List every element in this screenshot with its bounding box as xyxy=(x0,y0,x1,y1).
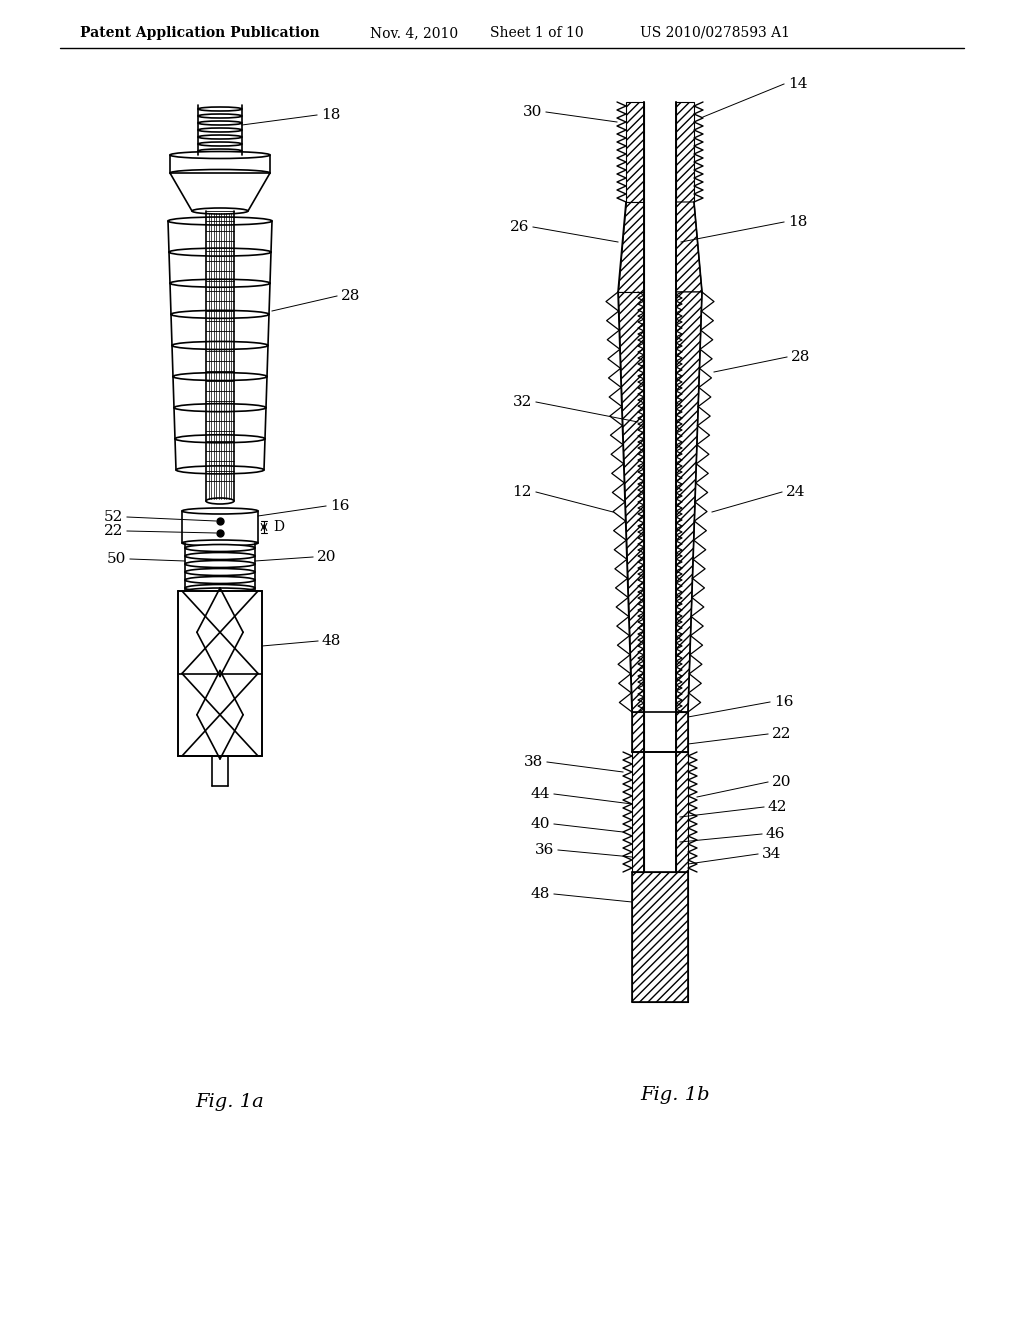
Ellipse shape xyxy=(198,149,242,153)
Polygon shape xyxy=(676,752,688,873)
Ellipse shape xyxy=(168,216,272,224)
Text: 44: 44 xyxy=(530,787,550,801)
Polygon shape xyxy=(676,711,688,752)
Ellipse shape xyxy=(170,152,270,158)
Text: 30: 30 xyxy=(522,106,542,119)
Text: 38: 38 xyxy=(523,755,543,770)
Polygon shape xyxy=(676,292,702,711)
Ellipse shape xyxy=(172,342,268,350)
Text: 24: 24 xyxy=(786,484,806,499)
Ellipse shape xyxy=(198,128,242,132)
Text: 22: 22 xyxy=(103,524,123,539)
Ellipse shape xyxy=(206,498,234,504)
Ellipse shape xyxy=(185,561,255,568)
Text: 26: 26 xyxy=(510,220,529,234)
Text: 46: 46 xyxy=(766,828,785,841)
Text: 48: 48 xyxy=(322,634,341,648)
Ellipse shape xyxy=(198,121,242,125)
Ellipse shape xyxy=(182,508,258,513)
Ellipse shape xyxy=(173,372,267,380)
Text: US 2010/0278593 A1: US 2010/0278593 A1 xyxy=(640,26,790,40)
Ellipse shape xyxy=(185,569,255,576)
Polygon shape xyxy=(178,591,262,756)
Polygon shape xyxy=(626,102,644,202)
Ellipse shape xyxy=(182,540,258,546)
Text: 48: 48 xyxy=(530,887,550,902)
Text: 42: 42 xyxy=(768,800,787,814)
Text: 20: 20 xyxy=(317,550,337,564)
Ellipse shape xyxy=(198,135,242,139)
Ellipse shape xyxy=(198,143,242,147)
Ellipse shape xyxy=(170,280,270,288)
Ellipse shape xyxy=(198,114,242,117)
Text: Sheet 1 of 10: Sheet 1 of 10 xyxy=(490,26,584,40)
Polygon shape xyxy=(618,202,644,292)
Ellipse shape xyxy=(174,404,266,412)
Ellipse shape xyxy=(171,310,269,318)
Polygon shape xyxy=(676,102,694,202)
Text: 22: 22 xyxy=(772,727,792,741)
Ellipse shape xyxy=(169,248,271,256)
Ellipse shape xyxy=(193,209,248,214)
Text: 16: 16 xyxy=(774,696,794,709)
Text: 34: 34 xyxy=(762,847,781,861)
Polygon shape xyxy=(618,292,644,711)
Polygon shape xyxy=(632,711,644,752)
Text: Fig. 1b: Fig. 1b xyxy=(640,1086,710,1104)
Text: 28: 28 xyxy=(791,350,810,364)
Polygon shape xyxy=(632,752,644,873)
Text: 18: 18 xyxy=(788,215,807,228)
Ellipse shape xyxy=(185,587,255,594)
Text: 20: 20 xyxy=(772,775,792,789)
Ellipse shape xyxy=(170,169,270,177)
Text: D: D xyxy=(273,520,284,535)
Ellipse shape xyxy=(175,434,265,442)
Polygon shape xyxy=(170,173,270,211)
Text: 50: 50 xyxy=(106,552,126,566)
Ellipse shape xyxy=(185,544,255,552)
Text: 14: 14 xyxy=(788,77,808,91)
Text: Patent Application Publication: Patent Application Publication xyxy=(80,26,319,40)
Ellipse shape xyxy=(176,466,264,474)
Text: 52: 52 xyxy=(103,510,123,524)
Text: 12: 12 xyxy=(512,484,532,499)
Polygon shape xyxy=(632,873,688,1002)
Text: 36: 36 xyxy=(535,843,554,857)
Text: 32: 32 xyxy=(513,395,532,409)
Text: Nov. 4, 2010: Nov. 4, 2010 xyxy=(370,26,458,40)
Ellipse shape xyxy=(198,107,242,111)
Ellipse shape xyxy=(185,577,255,583)
Text: 28: 28 xyxy=(341,289,360,304)
Ellipse shape xyxy=(185,553,255,560)
Ellipse shape xyxy=(185,585,255,591)
Text: Fig. 1a: Fig. 1a xyxy=(196,1093,264,1111)
Polygon shape xyxy=(676,202,702,292)
Text: 40: 40 xyxy=(530,817,550,832)
Text: 18: 18 xyxy=(321,108,340,121)
Text: 16: 16 xyxy=(330,499,349,513)
